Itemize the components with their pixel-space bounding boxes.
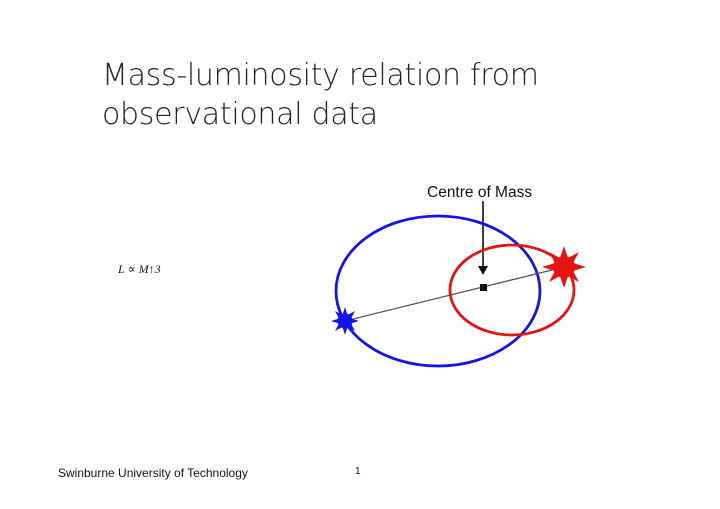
binary-orbit-diagram: Centre of Mass — [331, 184, 586, 368]
title-line-2: observational data — [102, 97, 378, 132]
blue-star-orbit — [334, 214, 542, 368]
centre-of-mass-label: Centre of Mass — [427, 184, 532, 201]
centre-of-mass-marker — [480, 284, 487, 291]
star-connecting-line — [344, 266, 565, 322]
mass-luminosity-formula: L ∝ M↑3 — [118, 262, 161, 276]
red-star-icon — [542, 246, 586, 288]
page-number: 1 — [355, 466, 361, 477]
red-star-orbit — [448, 243, 576, 337]
title-line-1: Mass-luminosity relation from — [102, 58, 539, 93]
footer-institution: Swinburne University of Technology — [58, 466, 248, 480]
slide-title: Mass-luminosity relation from observatio… — [102, 56, 622, 134]
arrowhead-icon — [478, 266, 488, 275]
blue-star-icon — [331, 307, 359, 335]
